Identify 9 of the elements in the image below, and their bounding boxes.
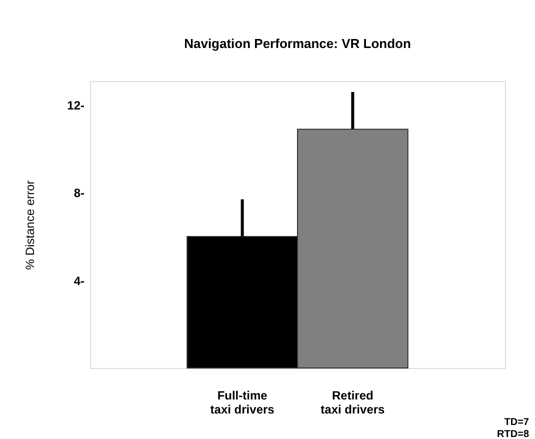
- text: TD=7: [504, 417, 530, 428]
- y-tick-label: 8-: [74, 186, 84, 200]
- chart-title: Navigation Performance: VR London: [184, 36, 411, 51]
- y-axis-title: % Distance error: [23, 180, 38, 270]
- y-tick-label: 4-: [74, 274, 84, 288]
- y-tick-label: 12-: [67, 98, 85, 113]
- x-tick-label: Retired taxi drivers: [320, 388, 386, 416]
- x-tick-label: Full-time taxi drivers: [210, 388, 275, 416]
- text: RTD=8: [497, 429, 530, 439]
